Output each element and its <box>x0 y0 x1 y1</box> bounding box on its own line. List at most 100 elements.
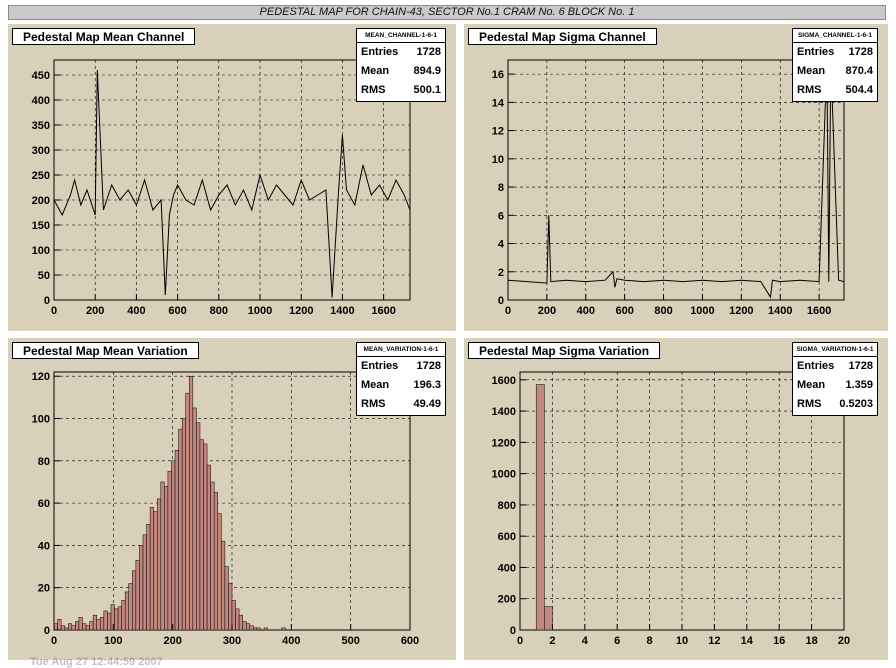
x-tick-label: 400 <box>127 305 145 317</box>
x-tick-label: 100 <box>104 635 122 647</box>
histogram-bar <box>114 608 119 631</box>
x-tick-label: 1000 <box>690 305 714 317</box>
y-tick-label: 50 <box>38 270 50 282</box>
stats-mean-value: 196.3 <box>413 379 441 391</box>
histogram-bar <box>92 614 97 631</box>
plot-frame <box>507 59 845 301</box>
histogram-bar <box>67 623 73 631</box>
stats-entries-value: 1728 <box>848 360 873 372</box>
x-tick-label: 600 <box>401 635 419 647</box>
stats-rms-value: 0.5203 <box>839 398 873 410</box>
footer-timestamp: Tue Aug 27 12:44:59 2007 <box>30 656 163 668</box>
histogram-bar <box>57 619 62 631</box>
y-tick-label: 10 <box>492 154 504 166</box>
x-tick-label: 1600 <box>371 305 395 317</box>
histogram-bar <box>263 627 268 631</box>
histogram-bar <box>217 513 222 631</box>
series-line <box>53 69 411 298</box>
x-tick-label: 800 <box>654 305 672 317</box>
stats-rms-label: RMS <box>361 398 386 410</box>
histogram-bar <box>96 619 101 631</box>
y-tick-label: 0 <box>510 625 516 637</box>
plot-sigma-channel: 0 200 400 600 800 1000 1200 1400 1600 0 2 4 6 8 10 12 14… <box>492 59 845 317</box>
plot-sigma-variation: 0 2 4 6 8 10 12 14 16 18 2002004006008001000120014… <box>492 371 850 647</box>
histogram-bar <box>535 384 545 631</box>
histogram-bar <box>107 612 112 631</box>
histogram-bar <box>206 464 211 631</box>
series-line <box>507 59 845 299</box>
stats-name: MEAN_CHANNEL-1-6-1 <box>357 29 445 43</box>
x-tick-label: 4 <box>582 635 589 647</box>
histogram-bar <box>146 524 151 631</box>
histogram-bar <box>171 460 176 631</box>
histogram-bar <box>210 481 215 631</box>
y-tick-label: 80 <box>38 456 50 468</box>
x-tick-label: 800 <box>210 305 228 317</box>
x-tick-label: 20 <box>838 635 850 647</box>
histogram-bar <box>199 439 204 631</box>
x-tick-label: 8 <box>647 635 653 647</box>
x-tick-label: 600 <box>615 305 633 317</box>
x-tick-label: 0 <box>517 635 523 647</box>
x-tick-label: 1600 <box>807 305 831 317</box>
y-tick-label: 16 <box>492 69 504 81</box>
histogram-bar <box>124 591 130 631</box>
histogram-bar <box>153 511 158 631</box>
stats-box-sigma-channel: SIGMA_CHANNEL-1-6-1 Entries 1728 Mean 870.… <box>792 28 878 102</box>
histogram-bar <box>228 583 233 631</box>
y-tick-label: 0 <box>498 295 504 307</box>
y-tick-label: 800 <box>498 500 516 512</box>
stats-mean-value: 870.4 <box>845 65 873 77</box>
stats-rms-value: 49.49 <box>413 398 441 410</box>
y-tick-label: 400 <box>498 562 516 574</box>
stats-rms-label: RMS <box>361 84 386 96</box>
stats-mean-value: 894.9 <box>413 65 441 77</box>
x-tick-label: 500 <box>341 635 359 647</box>
stats-entries-value: 1728 <box>416 360 441 372</box>
histogram-bar <box>156 498 162 631</box>
y-tick-label: 12 <box>492 126 504 138</box>
y-tick-label: 120 <box>32 371 50 383</box>
plot-mean-variation: 0 100 200 300 400 500 600 0 20 40 60 80 100 120 <box>32 371 420 647</box>
y-tick-label: 1200 <box>492 437 516 449</box>
pad-sigma-variation: 0 2 4 6 8 10 12 14 16 18 20 0 200 400 600 800 1000 1200 14… <box>464 338 888 660</box>
x-tick-label: 1400 <box>768 305 792 317</box>
histogram-bar <box>281 627 286 631</box>
stats-mean-label: Mean <box>797 379 826 391</box>
stats-entries-label: Entries <box>797 360 835 372</box>
stats-entries-label: Entries <box>361 46 399 58</box>
stats-mean-label: Mean <box>361 65 390 77</box>
pad-sigma-channel: 0 200 400 600 800 1000 1200 1400 1600 0 2 4 6 8 10 12 14… <box>464 24 888 331</box>
y-tick-label: 100 <box>32 245 50 257</box>
histogram-bar <box>160 481 165 631</box>
histogram-bar <box>249 625 254 631</box>
y-tick-label: 1400 <box>492 406 516 418</box>
y-tick-label: 300 <box>32 145 50 157</box>
x-tick-label: 200 <box>538 305 556 317</box>
histogram-bar <box>139 545 144 631</box>
stats-mean-label: Mean <box>361 379 390 391</box>
x-tick-label: 0 <box>51 635 57 647</box>
histogram-bar <box>181 418 186 631</box>
histogram-bar <box>121 600 126 631</box>
histogram-bar <box>544 606 553 631</box>
y-tick-label: 14 <box>492 97 505 109</box>
histogram-bar <box>110 604 115 631</box>
y-tick-label: 400 <box>32 95 50 107</box>
stats-mean-value: 1.359 <box>845 379 873 391</box>
x-tick-label: 12 <box>708 635 720 647</box>
histogram-bar <box>245 623 251 631</box>
y-tick-label: 100 <box>32 414 50 426</box>
x-tick-label: 1200 <box>729 305 753 317</box>
histogram-bar <box>196 422 201 631</box>
histogram-bar <box>178 428 183 631</box>
stats-name: SIGMA_VARIATION-1-6-1 <box>793 343 877 357</box>
y-tick-label: 4 <box>498 239 505 251</box>
pad-title-sigma-channel: Pedestal Map Sigma Channel <box>468 28 657 45</box>
histogram-bar <box>235 608 240 631</box>
stats-mean-label: Mean <box>797 65 826 77</box>
y-tick-label: 1600 <box>492 375 516 387</box>
histogram-bar <box>71 625 76 631</box>
stats-name: MEAN_VARIATION-1-6-1 <box>357 343 445 357</box>
histogram-bar <box>89 621 94 631</box>
